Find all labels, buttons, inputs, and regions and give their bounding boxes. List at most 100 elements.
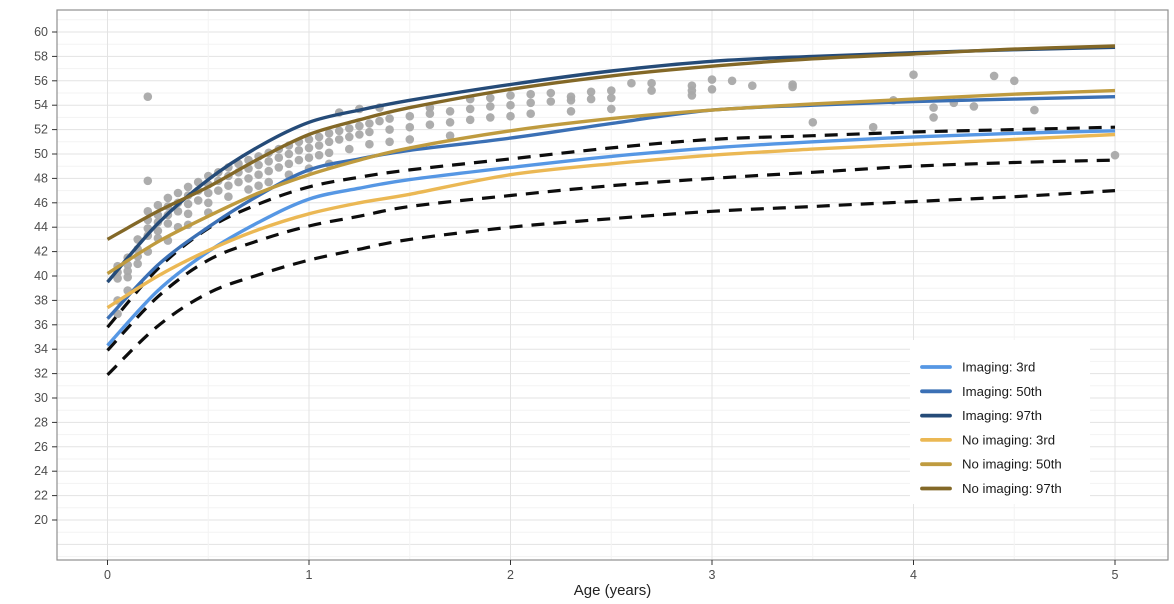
y-tick-label: 58 [34,49,48,63]
y-tick-label: 50 [34,147,48,161]
legend-label: No imaging: 50th [962,457,1062,472]
scatter-point [365,127,374,137]
y-tick-label: 56 [34,74,48,88]
scatter-point [183,199,193,209]
scatter-point [294,146,304,155]
scatter-point [707,75,717,84]
scatter-point [143,207,153,216]
scatter-point [254,160,263,170]
scatter-point [486,113,495,122]
scatter-point [304,153,314,162]
scatter-point [304,143,314,153]
scatter-point [526,89,535,99]
scatter-point [486,93,495,103]
x-tick-label: 3 [709,568,716,582]
scatter-point [385,114,394,123]
y-tick-label: 40 [34,269,48,283]
scatter-point [204,198,213,208]
scatter-point [324,148,334,158]
series-reference-97th [106,125,1116,329]
series-no-imaging-97th [106,44,1116,241]
scatter-point [234,177,243,187]
scatter-point [183,209,193,219]
scatter-point [969,102,979,111]
scatter-point [264,177,274,187]
scatter-point [445,131,455,140]
scatter-point [607,93,616,103]
legend-label: Imaging: 3rd [962,360,1035,375]
scatter-point [566,96,576,105]
scatter-point [405,135,415,144]
scatter-point [214,186,223,195]
legend-label: No imaging: 3rd [962,432,1055,447]
scatter-point [224,181,233,190]
scatter-point [586,87,596,97]
scatter-point [274,153,284,162]
scatter-point [324,137,334,147]
scatter-point [153,200,163,210]
scatter-point [173,207,183,216]
x-tick-label: 0 [104,568,111,582]
scatter-point [929,113,938,122]
x-tick-label: 4 [910,568,917,582]
scatter-point [465,115,475,125]
legend-label: No imaging: 97th [962,481,1062,496]
scatter-point [163,219,173,228]
scatter-point [314,150,324,160]
series-imaging-3rd [106,129,1116,347]
legend: Imaging: 3rd Imaging: 50th Imaging: 97th No… [910,340,1090,504]
scatter-point [204,188,213,198]
x-tick-label: 5 [1112,568,1119,582]
scatter-point [788,82,797,92]
scatter-point [314,141,324,150]
y-tick-label: 30 [34,391,48,405]
scatter-point [405,122,415,132]
scatter-point [334,135,344,144]
scatter-point [989,71,999,81]
scatter-point [607,104,616,114]
scatter-point [425,120,435,129]
y-tick-label: 20 [34,513,48,527]
legend-entry-imaging-3rd: Imaging: 3rd [920,360,1035,375]
scatter-point [183,182,193,192]
scatter-point [526,109,535,118]
scatter-point [224,192,233,201]
scatter-point [506,91,515,100]
y-tick-label: 22 [34,489,48,503]
scatter-point [274,163,284,172]
scatter-point [486,102,495,111]
scatter-point [254,170,263,179]
scatter-point [345,132,354,142]
y-tick-label: 52 [34,123,48,137]
scatter-point [143,92,153,101]
scatter-point [143,176,153,186]
scatter-point [586,94,596,104]
scatter-point [546,97,556,106]
scatter-point [748,81,757,90]
legend-entry-no-imaging-97th: No imaging: 97th [920,481,1062,496]
scatter-point [526,98,535,108]
series-reference-50th [106,158,1116,352]
scatter-point [193,196,203,205]
scatter-point [264,166,274,176]
y-tick-label: 44 [34,220,48,234]
scatter-point [647,86,656,95]
y-tick-label: 34 [34,342,48,356]
y-tick-label: 24 [34,464,48,478]
scatter-point [355,121,364,131]
scatter-point [345,144,354,154]
scatter-point [153,226,163,236]
x-tick-label: 2 [507,568,514,582]
scatter-point [607,86,616,95]
y-tick-label: 48 [34,171,48,185]
legend-entry-no-imaging-3rd: No imaging: 3rd [920,432,1055,447]
y-tick-label: 42 [34,245,48,259]
scatter-point [1030,105,1039,115]
scatter-point [345,124,354,133]
series-reference-3rd [106,189,1116,376]
y-tick-label: 28 [34,415,48,429]
legend-label: Imaging: 50th [962,384,1042,399]
y-tick-label: 46 [34,196,48,210]
scatter-point [173,188,183,198]
scatter-point [909,70,918,79]
